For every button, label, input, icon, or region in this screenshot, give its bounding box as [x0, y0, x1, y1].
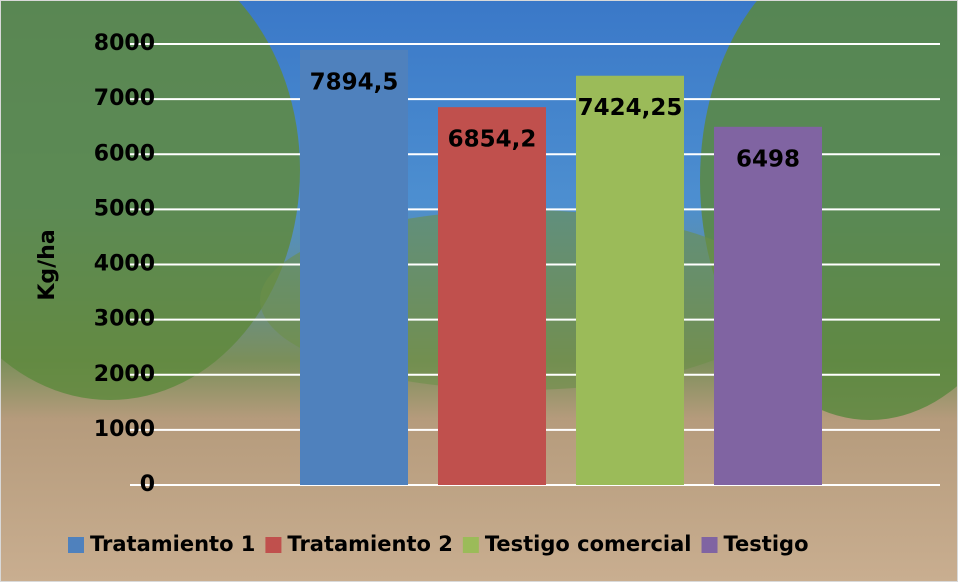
legend-swatch: [265, 537, 281, 553]
y-tick-label: 6000: [94, 141, 155, 166]
bar: [438, 107, 546, 485]
bar: [576, 76, 684, 485]
value-label: 7424,25: [578, 95, 683, 121]
legend-swatch: [463, 537, 479, 553]
y-tick-label: 0: [140, 472, 155, 497]
value-label: 6854,2: [448, 127, 537, 153]
legend-swatch: [702, 537, 718, 553]
bar: [300, 50, 408, 485]
value-label: 7894,5: [310, 69, 399, 95]
bar: [714, 127, 822, 485]
y-axis-label: Kg/ha: [35, 229, 60, 300]
y-tick-label: 7000: [94, 86, 155, 111]
legend-label: Tratamiento 1: [90, 532, 255, 556]
legend-label: Testigo comercial: [485, 532, 692, 556]
y-tick-label: 8000: [94, 31, 155, 56]
y-tick-label: 1000: [94, 417, 155, 442]
chart: Kg/ha 0 1000 2000 3000 4000 5000 6000 7000 8000 7…: [0, 0, 958, 582]
y-tick-label: 4000: [94, 252, 155, 277]
y-tick-label: 3000: [94, 307, 155, 332]
legend-swatch: [68, 537, 84, 553]
page: {"chart_data": {"type": "bar", "y_label"…: [0, 0, 958, 582]
y-tick-label: 5000: [94, 196, 155, 221]
legend-label: Testigo: [724, 532, 809, 556]
y-tick-label: 2000: [94, 362, 155, 387]
legend-label: Tratamiento 2: [287, 532, 452, 556]
value-label: 6498: [736, 146, 800, 172]
